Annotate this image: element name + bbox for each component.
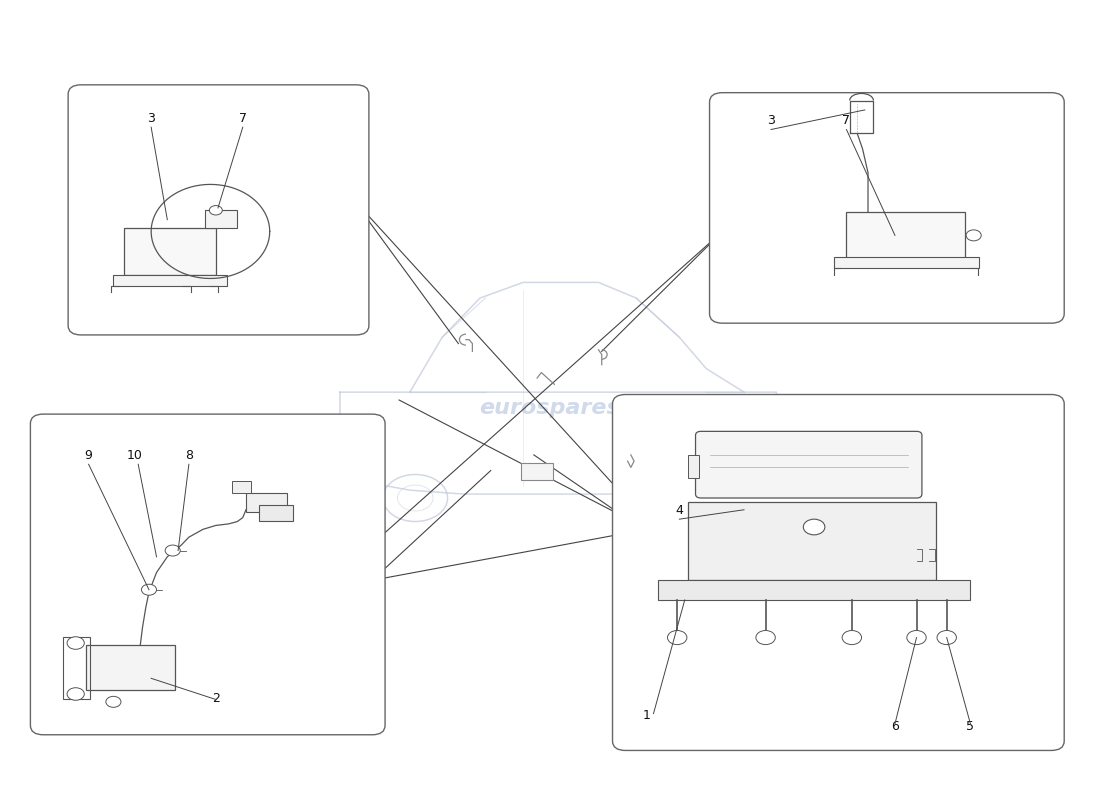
- Text: 1: 1: [644, 709, 651, 722]
- FancyBboxPatch shape: [613, 394, 1064, 750]
- FancyBboxPatch shape: [658, 580, 970, 600]
- Text: eurospares: eurospares: [140, 230, 280, 250]
- Circle shape: [209, 206, 222, 215]
- Text: eurospares: eurospares: [140, 594, 280, 614]
- Text: 4: 4: [675, 504, 683, 517]
- Text: eurospares: eurospares: [480, 398, 620, 418]
- Text: eurospares: eurospares: [771, 602, 912, 622]
- FancyBboxPatch shape: [688, 502, 936, 580]
- FancyBboxPatch shape: [87, 645, 175, 690]
- Circle shape: [756, 630, 775, 645]
- Text: 5: 5: [967, 720, 975, 733]
- FancyBboxPatch shape: [521, 462, 553, 480]
- Text: 2: 2: [212, 692, 220, 705]
- FancyBboxPatch shape: [124, 227, 216, 274]
- Circle shape: [668, 630, 686, 645]
- Text: 8: 8: [185, 449, 192, 462]
- FancyBboxPatch shape: [847, 212, 965, 259]
- FancyBboxPatch shape: [695, 431, 922, 498]
- Circle shape: [142, 584, 156, 595]
- FancyBboxPatch shape: [205, 210, 238, 227]
- Text: 6: 6: [891, 720, 899, 733]
- Circle shape: [803, 519, 825, 535]
- FancyBboxPatch shape: [258, 505, 294, 521]
- FancyBboxPatch shape: [246, 493, 287, 512]
- FancyBboxPatch shape: [113, 274, 227, 286]
- FancyBboxPatch shape: [834, 258, 979, 268]
- Circle shape: [906, 630, 926, 645]
- FancyBboxPatch shape: [688, 455, 698, 478]
- Text: eurospares: eurospares: [814, 218, 955, 238]
- Text: 10: 10: [126, 449, 143, 462]
- Circle shape: [937, 630, 956, 645]
- Circle shape: [67, 688, 85, 700]
- Text: 7: 7: [843, 114, 850, 127]
- Text: 9: 9: [85, 449, 92, 462]
- Circle shape: [966, 230, 981, 241]
- Text: 3: 3: [147, 112, 155, 125]
- Circle shape: [67, 637, 85, 650]
- FancyBboxPatch shape: [68, 85, 368, 335]
- FancyBboxPatch shape: [710, 93, 1064, 323]
- Circle shape: [843, 630, 861, 645]
- FancyBboxPatch shape: [232, 481, 252, 493]
- Circle shape: [106, 696, 121, 707]
- Text: 7: 7: [239, 112, 246, 125]
- Text: 3: 3: [767, 114, 774, 127]
- Circle shape: [165, 545, 180, 556]
- FancyBboxPatch shape: [31, 414, 385, 734]
